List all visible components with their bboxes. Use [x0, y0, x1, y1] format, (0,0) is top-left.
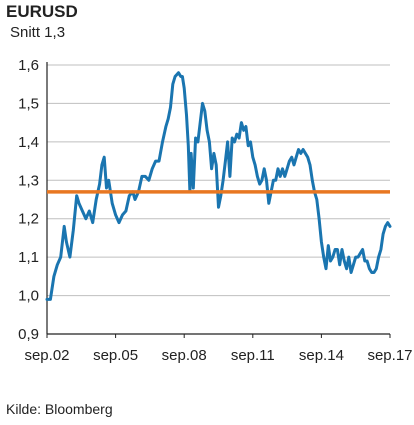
chart-title: EURUSD [6, 2, 78, 21]
x-axis-ticks: sep.02 sep.05 sep.08 sep.11 sep.14 sep.17 [24, 334, 413, 364]
y-tick-label: 1,0 [18, 288, 39, 305]
y-tick-label: 1,4 [18, 134, 39, 151]
x-tick-label: sep.02 [24, 347, 69, 364]
x-tick-label: sep.11 [231, 347, 275, 364]
y-tick-label: 1,3 [18, 172, 39, 189]
y-tick-label: 0,9 [18, 326, 39, 343]
source-note: Kilde: Bloomberg [6, 401, 113, 417]
series-group [45, 71, 392, 301]
eurusd-series-line [45, 71, 392, 301]
y-tick-label: 1,2 [18, 211, 39, 228]
y-axis-ticks: 0,9 1,0 1,1 1,2 1,3 1,4 1,5 1,6 [18, 57, 39, 343]
x-tick-label: sep.05 [93, 347, 138, 364]
x-tick-label: sep.14 [299, 347, 344, 364]
y-tick-label: 1,6 [18, 57, 39, 74]
x-tick-label: sep.17 [367, 347, 412, 364]
chart-subtitle: Snitt 1,3 [10, 24, 66, 41]
y-tick-label: 1,5 [18, 95, 39, 112]
x-tick-label: sep.08 [162, 347, 207, 364]
y-tick-label: 1,1 [18, 249, 39, 266]
